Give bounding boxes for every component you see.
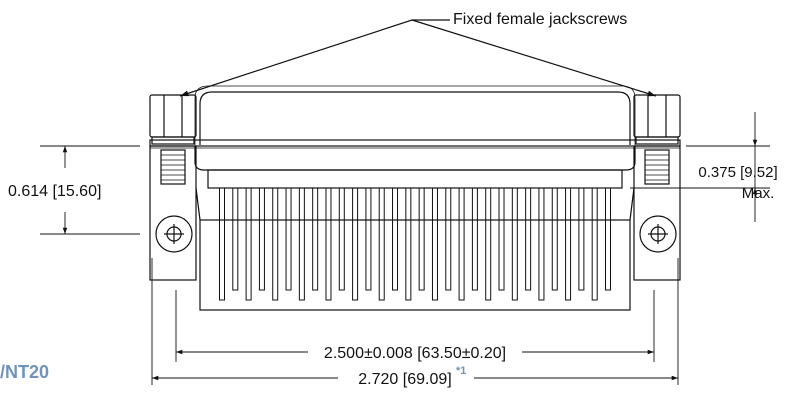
contact-pin (232, 188, 239, 291)
contact-pin (285, 188, 292, 291)
contact-pin (525, 188, 532, 291)
height-right-label: 0.375 [9.52] (698, 164, 777, 181)
contact-pin (485, 188, 492, 301)
contact-pin (578, 188, 585, 291)
width-outer-label: 2.720 [69.09] (358, 371, 451, 388)
connector-body (195, 187, 635, 311)
contact-pin (471, 188, 478, 291)
contact-pin (551, 188, 558, 291)
contact-pin (605, 188, 611, 291)
contact-pins (219, 188, 611, 301)
contact-pin (431, 188, 438, 301)
right-flange (633, 145, 681, 281)
callout-leaders (179, 19, 657, 97)
contact-pin (511, 188, 518, 301)
contact-pin (458, 188, 465, 301)
callout-label: Fixed female jackscrews (453, 11, 627, 28)
contact-pin (418, 188, 425, 291)
width-inner-label: 2.500±0.008 [63.50±0.20] (324, 345, 506, 362)
contact-pin (392, 188, 399, 291)
connector-shell (149, 85, 681, 189)
contact-pin (498, 188, 505, 291)
contact-pin (365, 188, 372, 291)
contact-pin (338, 188, 345, 291)
contact-pin (245, 188, 252, 301)
contact-pin (591, 188, 598, 301)
height-right-note: Max. (742, 185, 775, 202)
contact-pin (298, 188, 305, 301)
contact-pin (445, 188, 452, 291)
contact-pin (325, 188, 332, 301)
contact-pin (352, 188, 359, 301)
contact-pin (219, 188, 225, 301)
right-hex-nut (633, 94, 681, 145)
contact-pin (258, 188, 265, 291)
contact-pin (378, 188, 385, 301)
contact-pin (312, 188, 319, 291)
part-tag: /NT20 (0, 362, 49, 382)
contact-pin (272, 188, 279, 301)
left-hex-nut (149, 94, 197, 145)
height-left-label: 0.614 [15.60] (8, 183, 101, 200)
width-outer-footnote: *1 (456, 365, 466, 377)
contact-pin (405, 188, 412, 301)
left-flange (149, 145, 197, 281)
contact-pin (565, 188, 572, 301)
contact-pin (538, 188, 545, 301)
